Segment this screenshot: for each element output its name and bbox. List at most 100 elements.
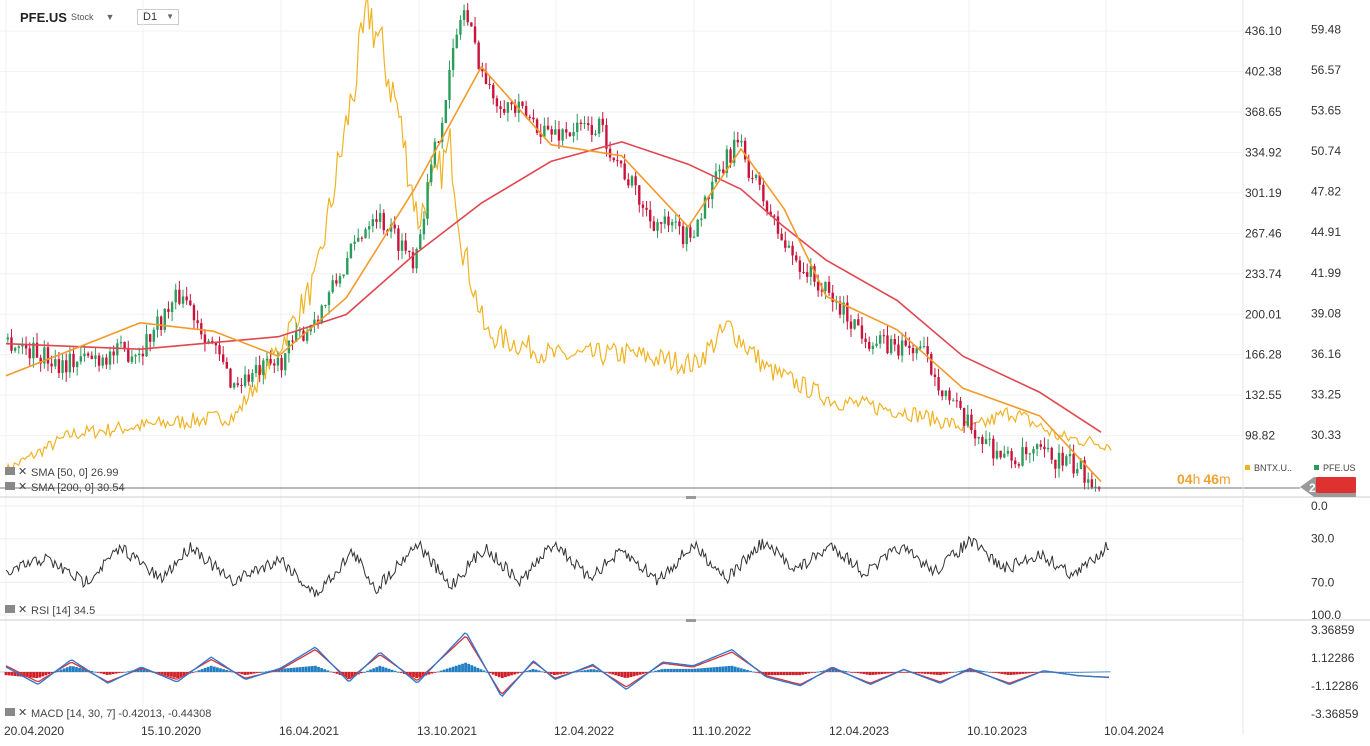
- candle: [513, 99, 517, 117]
- menu-icon[interactable]: [5, 467, 15, 475]
- candle: [371, 214, 375, 233]
- candle: [820, 282, 823, 297]
- candle: [875, 335, 878, 348]
- candle-body: [908, 345, 911, 349]
- candle: [254, 356, 258, 378]
- candle-body: [911, 348, 915, 354]
- macd-histogram-bar: [583, 670, 587, 672]
- candle: [670, 218, 674, 233]
- candle-body: [623, 163, 626, 180]
- macd-legend[interactable]: ✕ MACD [14, 30, 7] -0.42013, -0.44308: [5, 707, 211, 720]
- main-legend[interactable]: PFE.US: [1314, 463, 1356, 473]
- macd-label: MACD [14, 30, 7] -0.42013, -0.44308: [31, 708, 211, 720]
- resize-handle-icon[interactable]: [686, 619, 696, 622]
- candle-body: [503, 108, 506, 113]
- chevron-down-icon: ▼: [166, 12, 174, 21]
- candle: [736, 132, 740, 148]
- candle-body: [948, 390, 951, 401]
- left-axis-tick: 132.55: [1245, 388, 1282, 402]
- instrument-header[interactable]: PFE.US Stock ▼: [20, 8, 114, 26]
- macd-histogram-bar: [75, 667, 78, 672]
- macd-histogram-bar: [41, 672, 45, 677]
- macd-histogram-bar: [62, 668, 66, 672]
- candle: [583, 116, 586, 129]
- macd-axis-tick: -1.12286: [1311, 679, 1359, 693]
- candle: [455, 28, 458, 49]
- macd-histogram-bar: [595, 670, 599, 672]
- close-icon[interactable]: ✕: [18, 707, 27, 719]
- menu-icon[interactable]: [5, 708, 15, 716]
- macd-histogram-bar: [816, 671, 820, 673]
- macd-histogram-bar: [810, 672, 814, 673]
- candle: [784, 231, 787, 253]
- candle-body: [543, 125, 546, 137]
- macd-histogram-bar: [746, 670, 749, 672]
- chevron-down-icon[interactable]: ▼: [105, 12, 115, 22]
- sma200-legend[interactable]: ✕ SMA [200, 0] 30.54: [5, 481, 125, 494]
- candle: [970, 408, 973, 434]
- candle-body: [535, 119, 539, 133]
- instrument-type-label: Stock: [70, 12, 94, 22]
- candle: [842, 295, 845, 324]
- candle: [320, 304, 323, 325]
- candle: [86, 351, 90, 358]
- rsi-axis-tick: 0.0: [1311, 499, 1328, 513]
- x-tick-label: 11.10.2022: [692, 724, 751, 738]
- menu-icon[interactable]: [5, 482, 15, 490]
- candle-body: [1050, 447, 1053, 460]
- left-axis-tick: 233.74: [1245, 267, 1282, 281]
- candle-body: [835, 301, 838, 303]
- macd-histogram-bar: [347, 672, 351, 679]
- candle: [831, 284, 834, 312]
- macd-histogram-bar: [216, 667, 219, 672]
- candle: [506, 101, 510, 122]
- candle: [1010, 448, 1013, 469]
- candle-body: [79, 356, 83, 362]
- candle-body: [371, 219, 375, 227]
- rsi-legend[interactable]: ✕ RSI [14] 34.5: [5, 604, 95, 617]
- macd-histogram-bar: [369, 669, 373, 672]
- close-icon[interactable]: ✕: [18, 481, 27, 493]
- macd-histogram-bar: [887, 672, 890, 674]
- close-icon[interactable]: ✕: [18, 604, 27, 616]
- candle-body: [725, 149, 729, 173]
- macd-panel[interactable]: [4, 632, 1111, 698]
- candle: [229, 367, 232, 389]
- macd-histogram-bar: [396, 671, 400, 673]
- macd-histogram-bar: [712, 667, 716, 672]
- candle-body: [572, 131, 575, 137]
- macd-histogram-bar: [834, 669, 838, 672]
- macd-histogram-bar: [332, 672, 336, 673]
- candle-body: [1076, 469, 1079, 474]
- candle: [492, 82, 495, 105]
- candle-body: [740, 140, 743, 143]
- macd-histogram-bar: [323, 669, 327, 672]
- close-icon[interactable]: ✕: [18, 466, 27, 478]
- sma50-legend[interactable]: ✕ SMA [50, 0] 26.99: [5, 466, 118, 479]
- candle-body: [510, 102, 513, 105]
- menu-icon[interactable]: [5, 605, 15, 613]
- candle-body: [754, 174, 758, 179]
- macd-histogram-bar: [614, 672, 618, 676]
- resize-handle-icon[interactable]: [686, 496, 696, 499]
- macd-histogram-bar: [687, 668, 691, 672]
- macd-histogram-bar: [412, 672, 415, 677]
- macd-histogram-bar: [222, 669, 225, 672]
- candle-body: [868, 341, 871, 349]
- candle-body: [61, 360, 64, 374]
- macd-histogram-bar: [127, 671, 130, 673]
- candle-body: [353, 241, 356, 244]
- timeframe-select[interactable]: D1 ▼: [137, 9, 179, 25]
- price-panel[interactable]: [5, 0, 1112, 492]
- candle-body: [1028, 453, 1032, 455]
- macd-histogram-bar: [464, 662, 467, 672]
- macd-histogram-bar: [709, 667, 713, 672]
- compare-legend[interactable]: BNTX.U..: [1245, 463, 1292, 473]
- candle-body: [638, 185, 641, 205]
- rsi-panel[interactable]: [5, 535, 1110, 598]
- candle: [674, 214, 677, 230]
- candle-body: [824, 281, 827, 291]
- candle: [360, 236, 364, 242]
- macd-histogram-bar: [160, 672, 164, 675]
